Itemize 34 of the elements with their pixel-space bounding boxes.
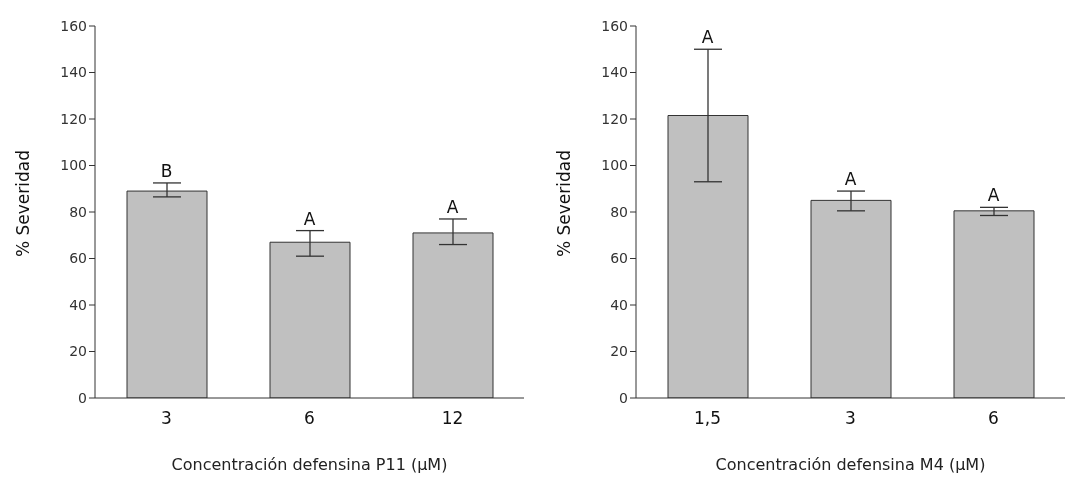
x-tick-label: 1,5 [693,408,722,429]
x-axis-title: Concentración defensina M4 (µM) [715,455,986,474]
annotation: A [987,185,1000,206]
y-tick-label: 120 [601,110,628,127]
y-tick-label: 80 [69,203,87,220]
y-axis-title: % Severidad [13,149,34,257]
annotation: A [701,27,714,48]
y-tick-label: 20 [610,343,628,360]
y-tick-label: 160 [601,17,628,34]
y-tick-label: 40 [610,296,628,313]
x-tick-label: 6 [988,408,999,429]
y-tick-label: 40 [69,296,87,313]
y-axis-title: % Severidad [554,149,575,257]
y-tick-label: 160 [60,17,87,34]
y-tick-label: 120 [60,110,87,127]
annotation: A [844,169,857,190]
y-tick-label: 80 [610,203,628,220]
x-tick-label: 6 [304,408,315,429]
y-tick-label: 140 [601,64,628,81]
y-tick-label: 100 [60,157,87,174]
x-tick-label: 12 [441,408,464,429]
y-tick-label: 0 [78,389,87,406]
x-tick-label: 3 [161,408,172,429]
annotation: A [446,196,459,217]
y-tick-label: 60 [69,250,87,267]
y-tick-label: 140 [60,64,87,81]
y-tick-label: 0 [619,389,628,406]
y-tick-label: 100 [601,157,628,174]
annotation: B [160,160,173,181]
x-tick-label: 3 [845,408,856,429]
y-tick-label: 60 [610,250,628,267]
annotation: A [303,208,316,229]
y-tick-label: 20 [69,343,87,360]
x-axis-title: Concentración defensina P11 (µM) [171,455,448,474]
